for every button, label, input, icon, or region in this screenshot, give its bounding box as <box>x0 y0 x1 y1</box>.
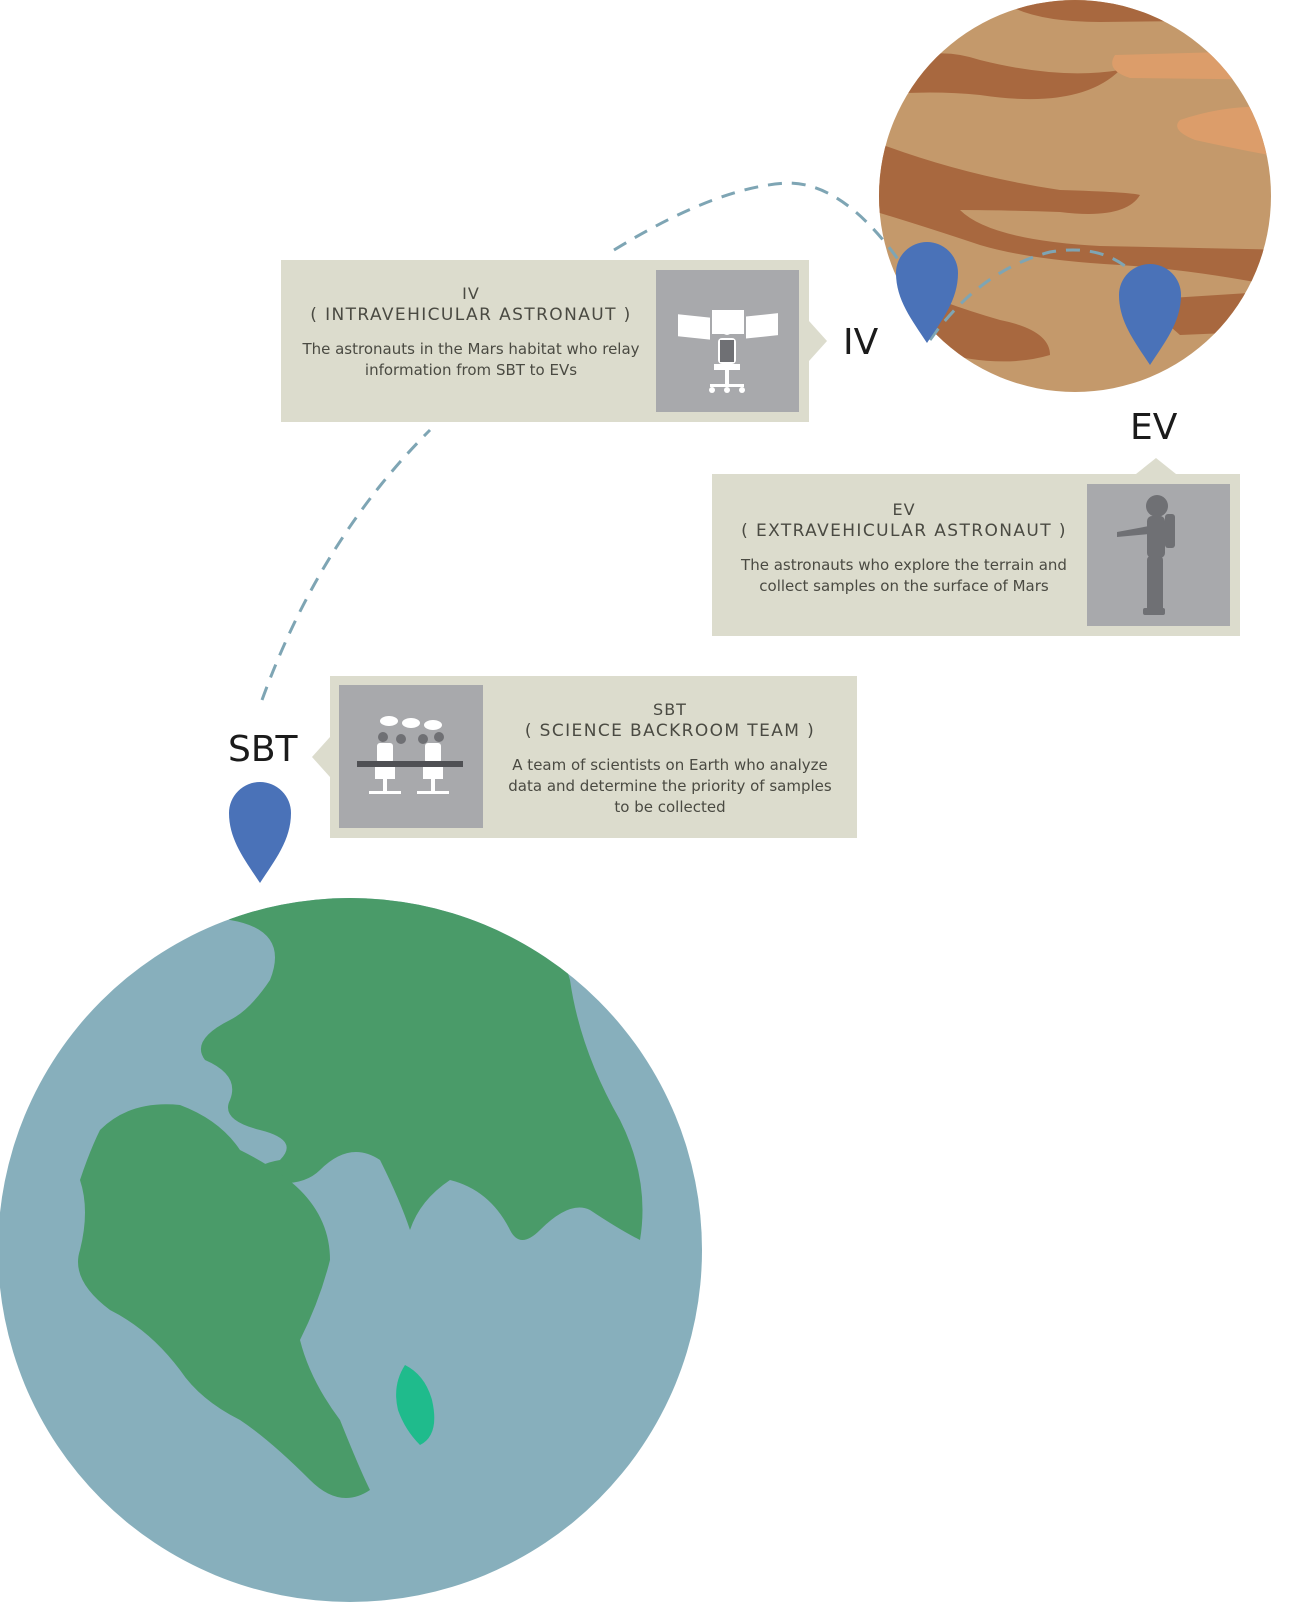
sbt-location-pin <box>229 782 291 883</box>
sbt-card-description-line-2: data and determine the priority of sampl… <box>508 777 832 795</box>
iv-card-pointer <box>809 321 827 361</box>
link-sbt-to-iv <box>260 428 432 701</box>
sbt-card-title: ( SCIENCE BACKROOM TEAM ) <box>524 721 816 741</box>
ev-location-pin <box>1119 264 1181 365</box>
sbt-info-card: SBT ( SCIENCE BACKROOM TEAM ) A team of … <box>312 676 857 838</box>
ev-card-pointer <box>1136 458 1176 474</box>
ev-info-card: EV ( EXTRAVEHICULAR ASTRONAUT ) The astr… <box>712 458 1240 636</box>
iv-location-pin <box>896 242 958 343</box>
sbt-card-pointer <box>312 737 330 777</box>
iv-card-code: IV <box>462 284 480 303</box>
iv-card-text: IV ( INTRAVEHICULAR ASTRONAUT ) The astr… <box>291 284 651 381</box>
ev-map-label: EV <box>1130 407 1178 448</box>
sbt-card-code: SBT <box>653 700 687 719</box>
iv-map-label: IV <box>843 322 879 363</box>
sbt-card-text: SBT ( SCIENCE BACKROOM TEAM ) A team of … <box>490 700 850 818</box>
sbt-card-description-line-1: A team of scientists on Earth who analyz… <box>512 756 828 774</box>
control-desk-icon <box>656 270 799 412</box>
ev-card-title: ( EXTRAVEHICULAR ASTRONAUT ) <box>741 521 1067 541</box>
sbt-map-label: SBT <box>228 729 298 770</box>
link-iv-to-mars <box>613 181 932 311</box>
communication-links <box>260 181 1154 701</box>
iv-card-title: ( INTRAVEHICULAR ASTRONAUT ) <box>310 305 632 325</box>
ev-card-description-line-1: The astronauts who explore the terrain a… <box>741 556 1067 574</box>
iv-card-description-line-1: The astronauts in the Mars habitat who r… <box>302 340 640 358</box>
ev-card-text: EV ( EXTRAVEHICULAR ASTRONAUT ) The astr… <box>724 500 1084 597</box>
iv-info-card: IV ( INTRAVEHICULAR ASTRONAUT ) The astr… <box>281 260 827 422</box>
astronaut-icon <box>1087 484 1230 626</box>
earth-planet <box>0 898 702 1602</box>
ev-card-code: EV <box>892 500 916 519</box>
link-iv-to-ev <box>928 248 1154 341</box>
iv-card-description-line-2: information from SBT to EVs <box>364 361 578 379</box>
sbt-card-description-line-3: to be collected <box>614 798 726 816</box>
science-team-icon <box>339 685 483 828</box>
ev-card-description-line-2: collect samples on the surface of Mars <box>759 577 1049 595</box>
